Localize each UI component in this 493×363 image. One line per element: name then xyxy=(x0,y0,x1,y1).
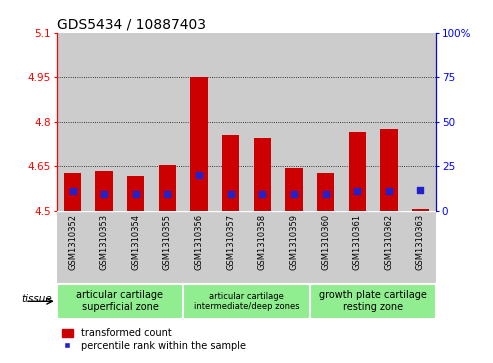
Bar xyxy=(120,211,152,283)
Bar xyxy=(57,33,88,211)
Text: tissue: tissue xyxy=(21,294,52,305)
Text: GSM1310355: GSM1310355 xyxy=(163,214,172,270)
Bar xyxy=(96,171,113,211)
Point xyxy=(100,191,108,197)
Point xyxy=(353,188,361,194)
Bar xyxy=(310,33,341,211)
Bar xyxy=(317,174,334,211)
Text: GSM1310359: GSM1310359 xyxy=(289,214,298,270)
Text: GSM1310353: GSM1310353 xyxy=(100,214,108,270)
Point xyxy=(417,187,424,193)
Bar xyxy=(405,211,436,283)
Bar xyxy=(183,211,215,283)
FancyBboxPatch shape xyxy=(310,284,436,319)
Text: GSM1310360: GSM1310360 xyxy=(321,214,330,270)
Text: GSM1310363: GSM1310363 xyxy=(416,214,425,270)
Text: GSM1310361: GSM1310361 xyxy=(352,214,362,270)
FancyBboxPatch shape xyxy=(183,284,310,319)
Bar xyxy=(341,211,373,283)
Text: GSM1310357: GSM1310357 xyxy=(226,214,235,270)
Bar xyxy=(57,211,88,283)
Point xyxy=(195,172,203,178)
Bar xyxy=(88,211,120,283)
Point xyxy=(258,191,266,197)
Bar xyxy=(159,164,176,211)
Point xyxy=(164,191,172,197)
Text: articular cartilage
superficial zone: articular cartilage superficial zone xyxy=(76,290,164,312)
Bar xyxy=(278,33,310,211)
Bar xyxy=(285,168,303,211)
Text: GSM1310362: GSM1310362 xyxy=(385,214,393,270)
Bar xyxy=(246,33,278,211)
Text: growth plate cartilage
resting zone: growth plate cartilage resting zone xyxy=(319,290,427,312)
Bar xyxy=(373,211,405,283)
Point xyxy=(290,191,298,197)
Point xyxy=(321,191,329,197)
Bar xyxy=(120,33,152,211)
Bar xyxy=(152,211,183,283)
Bar xyxy=(127,176,144,211)
FancyBboxPatch shape xyxy=(57,284,183,319)
Bar xyxy=(215,211,246,283)
Bar xyxy=(183,33,215,211)
Text: GSM1310356: GSM1310356 xyxy=(195,214,204,270)
Bar xyxy=(246,211,278,283)
Bar xyxy=(349,132,366,211)
Bar xyxy=(310,211,341,283)
Point xyxy=(69,188,76,194)
Point xyxy=(227,191,235,197)
Bar xyxy=(253,138,271,211)
Bar xyxy=(412,209,429,211)
Text: articular cartilage
intermediate/deep zones: articular cartilage intermediate/deep zo… xyxy=(194,291,299,311)
Bar xyxy=(278,211,310,283)
Bar xyxy=(215,33,246,211)
Text: GSM1310358: GSM1310358 xyxy=(258,214,267,270)
Legend: transformed count, percentile rank within the sample: transformed count, percentile rank withi… xyxy=(62,328,246,351)
Bar xyxy=(152,33,183,211)
Bar xyxy=(341,33,373,211)
Text: GSM1310352: GSM1310352 xyxy=(68,214,77,270)
Bar xyxy=(405,33,436,211)
Bar xyxy=(373,33,405,211)
Bar xyxy=(64,174,81,211)
Bar xyxy=(380,129,397,211)
Bar xyxy=(88,33,120,211)
Text: GSM1310354: GSM1310354 xyxy=(131,214,141,270)
Text: GDS5434 / 10887403: GDS5434 / 10887403 xyxy=(57,17,206,32)
Bar xyxy=(222,135,240,211)
Point xyxy=(132,191,140,197)
Point xyxy=(385,188,393,194)
Bar xyxy=(190,77,208,211)
